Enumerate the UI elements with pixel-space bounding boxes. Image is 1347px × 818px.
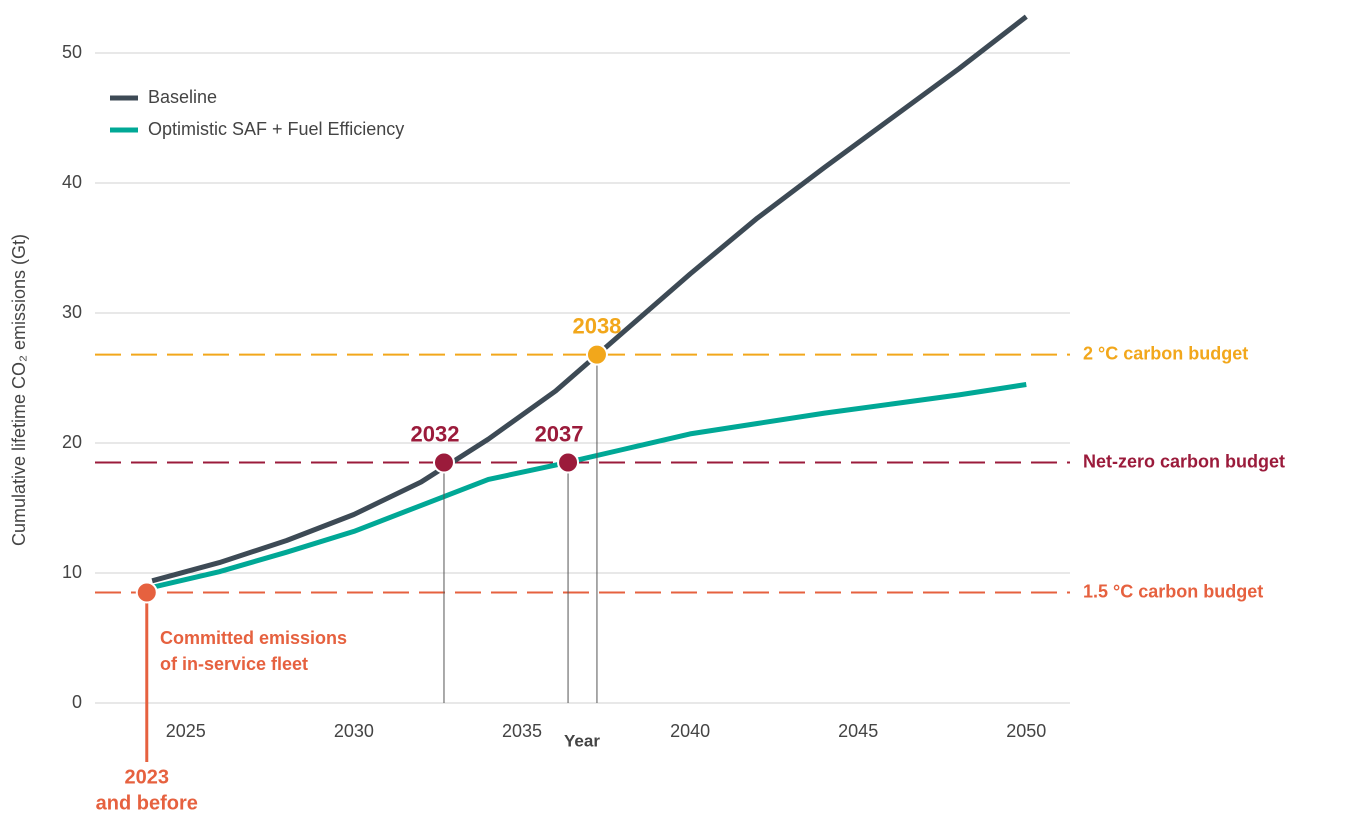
- y-tick-label: 50: [62, 42, 82, 62]
- y-tick-label: 30: [62, 302, 82, 322]
- annotation: Committed emissions: [160, 628, 347, 648]
- x-tick-label: 2040: [670, 721, 710, 741]
- reference-label: 2 °C carbon budget: [1083, 343, 1248, 363]
- legend-label: Baseline: [148, 87, 217, 107]
- y-tick-label: 40: [62, 172, 82, 192]
- marker-label: and before: [96, 792, 198, 814]
- series-line: [151, 14, 1028, 584]
- legend-label: Optimistic SAF + Fuel Efficiency: [148, 119, 404, 139]
- series-line: [151, 382, 1027, 590]
- y-tick-label: 20: [62, 432, 82, 452]
- x-tick-label: 2030: [334, 721, 374, 741]
- marker: [135, 581, 158, 604]
- reference-label: 1.5 °C carbon budget: [1083, 581, 1263, 601]
- marker-label: 2032: [411, 421, 460, 446]
- marker: [585, 343, 608, 366]
- y-axis-label: Cumulative lifetime CO₂ emissions (Gt): [9, 234, 29, 546]
- marker: [557, 451, 580, 474]
- y-tick-label: 0: [72, 692, 82, 712]
- annotation: of in-service fleet: [160, 654, 308, 674]
- reference-label: Net-zero carbon budget: [1083, 451, 1285, 471]
- x-tick-label: 2045: [838, 721, 878, 741]
- x-tick-label: 2035: [502, 721, 542, 741]
- y-tick-label: 10: [62, 562, 82, 582]
- marker: [432, 451, 455, 474]
- x-tick-label: 2050: [1006, 721, 1046, 741]
- marker-label: 2038: [572, 313, 621, 338]
- x-tick-label: 2025: [166, 721, 206, 741]
- marker-label: 2037: [535, 421, 584, 446]
- x-axis-label: Year: [564, 731, 600, 750]
- marker-label: 2023: [125, 766, 170, 788]
